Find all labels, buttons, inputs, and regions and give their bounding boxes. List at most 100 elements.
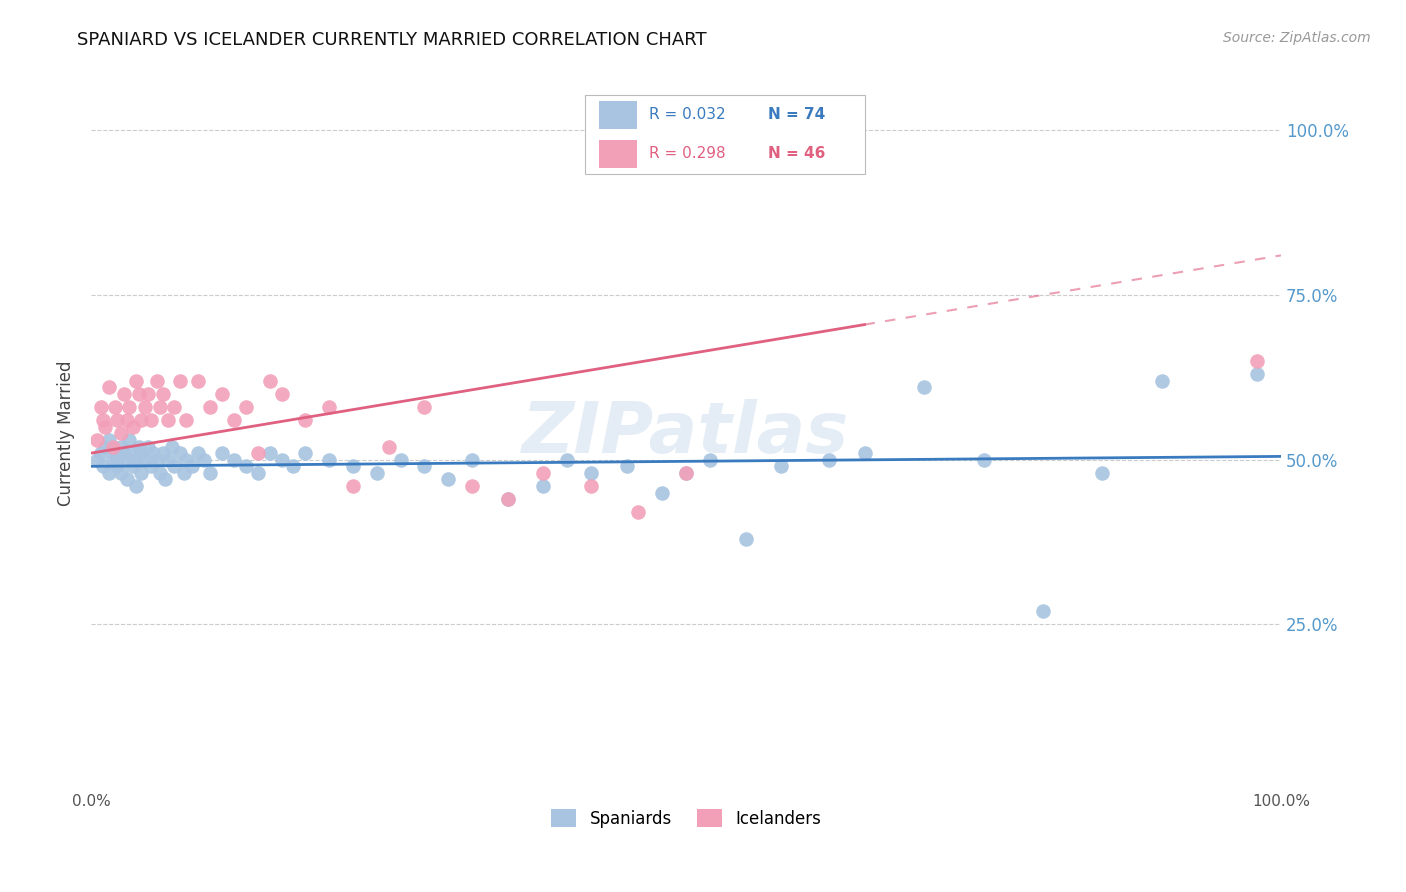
Point [461,452,484,467]
Point [86,433,108,447]
Point [101,452,124,467]
Point [193,452,215,467]
Point [579,479,602,493]
Point [342,459,364,474]
Point [98,380,121,394]
Point [211,446,233,460]
Point [152,386,174,401]
Point [86,452,108,467]
Point [1150,374,1173,388]
Point [198,466,221,480]
Point [294,446,316,460]
Point [136,440,159,454]
Point [235,459,257,474]
Point [318,452,340,467]
Point [118,400,141,414]
Point [157,413,180,427]
Text: R = 0.298: R = 0.298 [650,146,725,161]
Point [121,446,143,460]
FancyBboxPatch shape [599,140,637,169]
Point [675,466,697,480]
Point [187,374,209,388]
Point [912,380,935,394]
Point [616,459,638,474]
Point [115,452,138,467]
Point [1246,354,1268,368]
Point [651,485,673,500]
Point [181,459,204,474]
Point [270,452,292,467]
Point [105,459,128,474]
Point [389,452,412,467]
Point [496,492,519,507]
Text: SPANIARD VS ICELANDER CURRENTLY MARRIED CORRELATION CHART: SPANIARD VS ICELANDER CURRENTLY MARRIED … [77,31,707,49]
Point [145,374,167,388]
Point [342,479,364,493]
Point [163,459,186,474]
Point [152,446,174,460]
Point [259,374,281,388]
Point [973,452,995,467]
Point [104,446,127,460]
Point [627,505,650,519]
Point [437,473,460,487]
Point [105,452,128,467]
Point [145,452,167,467]
Point [114,446,136,460]
Point [187,446,209,460]
Point [173,466,195,480]
Point [94,440,117,454]
Point [770,459,793,474]
Point [318,400,340,414]
Text: N = 46: N = 46 [768,146,825,161]
Point [377,440,399,454]
Point [211,386,233,401]
Point [222,413,245,427]
Point [121,419,143,434]
FancyBboxPatch shape [599,101,637,129]
FancyBboxPatch shape [585,95,865,174]
Point [110,440,132,454]
Point [98,466,121,480]
Point [91,459,114,474]
Point [699,452,721,467]
Point [270,386,292,401]
Point [104,400,127,414]
Point [128,386,150,401]
Point [413,459,436,474]
Point [163,400,186,414]
Point [734,532,756,546]
Point [246,446,269,460]
Point [139,459,162,474]
Point [235,400,257,414]
Point [153,473,176,487]
Point [128,440,150,454]
Point [115,413,138,427]
Point [90,400,112,414]
Point [105,413,128,427]
Point [169,446,191,460]
Text: ZIPatlas: ZIPatlas [523,399,849,467]
Point [1091,466,1114,480]
Point [531,479,554,493]
Point [142,446,165,460]
Point [176,413,198,427]
Point [198,400,221,414]
Point [118,433,141,447]
Point [817,452,839,467]
Point [176,452,198,467]
Point [555,452,578,467]
Point [1032,604,1054,618]
Point [366,466,388,480]
Point [98,433,121,447]
Point [125,452,148,467]
Point [125,374,148,388]
Point [283,459,305,474]
Y-axis label: Currently Married: Currently Married [58,360,75,506]
Point [134,452,156,467]
Point [222,452,245,467]
Point [853,446,876,460]
Legend: Spaniards, Icelanders: Spaniards, Icelanders [544,803,828,834]
Text: N = 74: N = 74 [768,107,825,122]
Point [136,386,159,401]
